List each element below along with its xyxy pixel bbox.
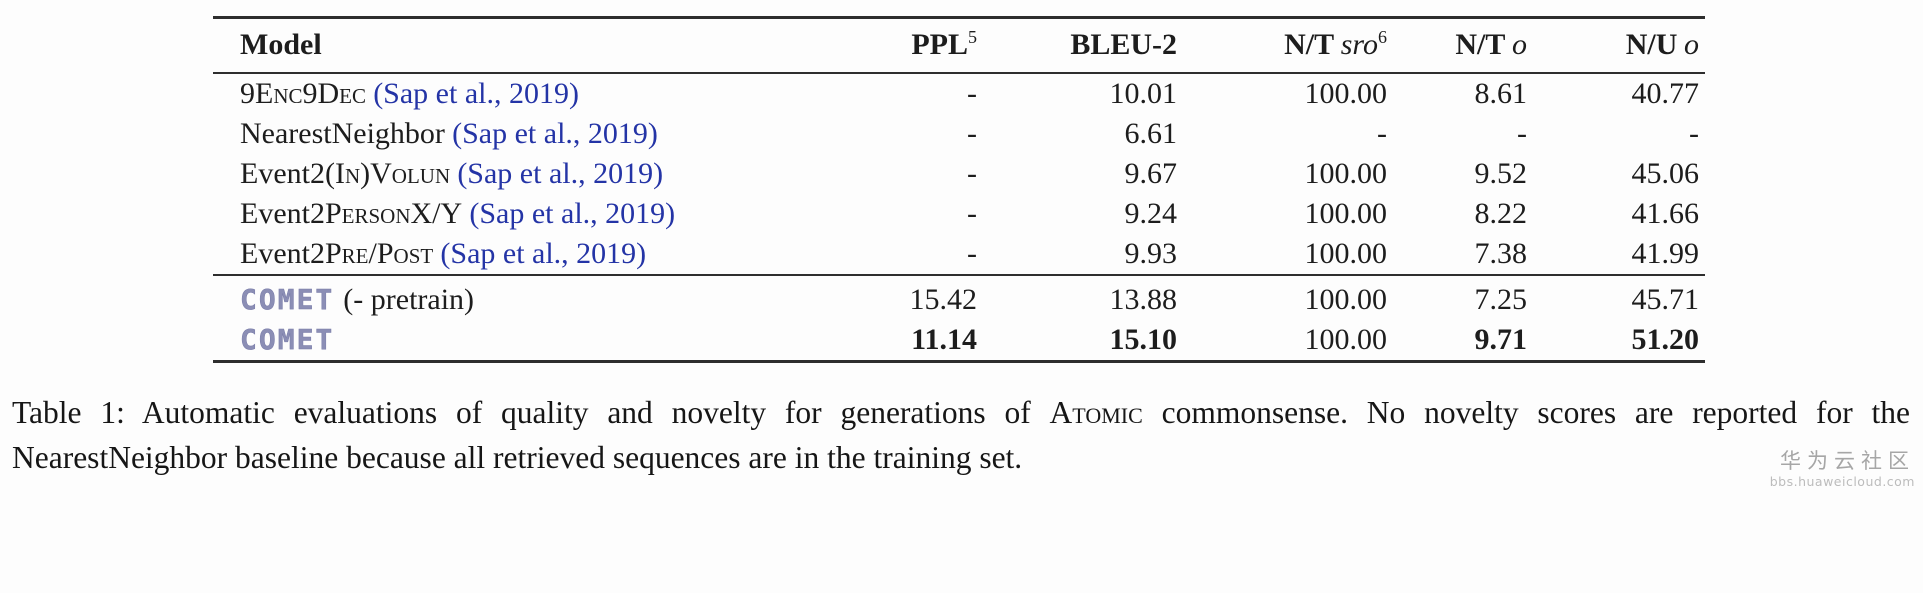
cell-nt-o: 8.61 [1474,77,1528,110]
cell-nt-o: 7.25 [1393,274,1533,320]
header-nt-o-label: N/T [1455,28,1506,61]
watermark: 华为云社区 bbs.huaweicloud.com [1770,448,1915,490]
cell-nt-o: 8.22 [1474,197,1528,230]
cell-nu-o: 51.20 [1631,323,1700,356]
model-cell: COMET [213,320,733,362]
cell-bleu2: 9.67 [1124,157,1178,190]
cell-bleu2: 15.10 [1109,323,1178,356]
results-table: Model PPL5 BLEU-2 N/T sro6 N/T o N/U o 9Enc… [213,16,1705,363]
model-name-smallcaps: (In)Volun [324,157,451,190]
model-cell: Event2PersonX/Y (Sap et al., 2019) [213,194,733,234]
header-ppl-label: PPL [911,28,968,61]
caption-text-after: commonsense. No novelty scores are repor… [12,395,1910,475]
model-name: 9Enc9Dec [240,77,366,110]
model-name: Event2PersonX/Y [240,197,462,230]
comet-wordmark: COMET [240,323,335,357]
header-nt-sro-label: N/T [1284,28,1335,61]
header-bleu2: BLEU-2 [983,17,1183,74]
cell-ppl: 15.42 [733,274,983,320]
table-row: Event2(In)Volun (Sap et al., 2019) - 9.67… [213,154,1705,194]
watermark-url: bbs.huaweicloud.com [1769,474,1915,490]
cell-bleu2: 6.61 [1124,117,1178,150]
comet-wordmark: COMET [240,283,335,317]
cell-bleu2: 9.24 [1124,197,1178,230]
cell-ppl: - [967,77,977,110]
model-cell: COMET (- pretrain) [213,274,733,320]
cell-ppl: - [967,117,977,150]
table-row: NearestNeighbor (Sap et al., 2019) - 6.61… [213,114,1705,154]
model-name-regular: NearestNeighbor [240,117,445,150]
header-bleu2-label: BLEU-2 [1070,28,1177,61]
table-row: 9Enc9Dec (Sap et al., 2019) - 10.01 100.0… [213,73,1705,114]
model-name-smallcaps: 9Enc9Dec [240,77,366,110]
table-header-row: Model PPL5 BLEU-2 N/T sro6 N/T o N/U o [213,17,1705,74]
model-name-regular: Event2 [240,237,325,270]
model-cell: NearestNeighbor (Sap et al., 2019) [213,114,733,154]
header-model: Model [213,17,733,74]
cell-nt-sro: 100.00 [1304,237,1388,270]
cell-nt-o: 9.52 [1474,157,1528,190]
cell-nu-o: 41.66 [1631,197,1700,230]
watermark-community-name: 华为云社区 [1780,449,1915,473]
cell-bleu2: 9.93 [1124,237,1178,270]
caption-atomic-smallcaps: Atomic [1049,395,1143,430]
cell-nt-sro: 100.00 [1304,323,1388,356]
header-nu-o: N/U o [1533,17,1705,74]
cell-ppl: 11.14 [911,323,977,356]
table-row-comet-nopretrain: COMET (- pretrain) 15.42 13.88 100.00 7.2… [213,274,1705,320]
table-row-comet: COMET 11.14 15.10 100.00 9.71 51.20 [213,320,1705,362]
cell-nt-o: 7.38 [1474,237,1528,270]
table-caption: Table 1: Automatic evaluations of qualit… [12,390,1910,480]
model-name: Event2Pre/Post [240,237,433,270]
model-cell: 9Enc9Dec (Sap et al., 2019) [213,73,733,114]
model-name-regular: Event2 [240,197,325,230]
header-nu-o-label: N/U [1625,28,1678,61]
model-name-smallcaps: Pre/Post [324,237,434,270]
table-row: Event2Pre/Post (Sap et al., 2019) - 9.93 … [213,234,1705,275]
header-ppl: PPL5 [733,17,983,74]
cell-nt-sro: 100.00 [1304,157,1388,190]
header-nt-sro: N/T sro6 [1183,17,1393,74]
citation-link[interactable]: (Sap et al., 2019) [452,117,658,150]
citation-link[interactable]: (Sap et al., 2019) [373,77,579,110]
header-nu-o-math: o [1684,28,1699,61]
cell-nt-sro: - [1377,117,1387,150]
cell-nu-o: 41.99 [1631,237,1700,270]
cell-nt-sro: 100.00 [1304,77,1388,110]
results-table-container: Model PPL5 BLEU-2 N/T sro6 N/T o N/U o 9Enc… [213,16,1705,363]
header-model-label: Model [240,28,322,61]
caption-text-before: Table 1: Automatic evaluations of qualit… [12,395,1050,430]
cell-nt-o: - [1517,117,1527,150]
model-name: NearestNeighbor [240,117,445,150]
header-nt-o-math: o [1512,28,1527,61]
cell-nt-sro: 100.00 [1183,274,1393,320]
model-name-smallcaps: PersonX/Y [324,197,463,230]
cell-nu-o: 40.77 [1631,77,1700,110]
cell-ppl: - [967,237,977,270]
model-name-regular: Event2 [240,157,325,190]
header-nt-o: N/T o [1393,17,1533,74]
cell-bleu2: 13.88 [983,274,1183,320]
citation-link[interactable]: (Sap et al., 2019) [440,237,647,270]
cell-nu-o: - [1689,117,1699,150]
cell-nu-o: 45.06 [1631,157,1700,190]
cell-nt-o: 9.71 [1474,323,1528,356]
cell-nt-sro: 100.00 [1304,197,1388,230]
cell-ppl: - [967,197,977,230]
model-cell: Event2(In)Volun (Sap et al., 2019) [213,154,733,194]
footnote-marker-6: 6 [1378,27,1387,47]
model-name: Event2(In)Volun [240,157,450,190]
citation-link[interactable]: (Sap et al., 2019) [457,157,664,190]
header-nt-sro-math: sro [1340,28,1378,61]
model-name-suffix: (- pretrain) [343,283,475,316]
cell-nu-o: 45.71 [1533,274,1705,320]
table-row: Event2PersonX/Y (Sap et al., 2019) - 9.24… [213,194,1705,234]
cell-ppl: - [967,157,977,190]
model-cell: Event2Pre/Post (Sap et al., 2019) [213,234,733,275]
footnote-marker-5: 5 [968,27,977,47]
citation-link[interactable]: (Sap et al., 2019) [469,197,676,230]
cell-bleu2: 10.01 [1109,77,1178,110]
